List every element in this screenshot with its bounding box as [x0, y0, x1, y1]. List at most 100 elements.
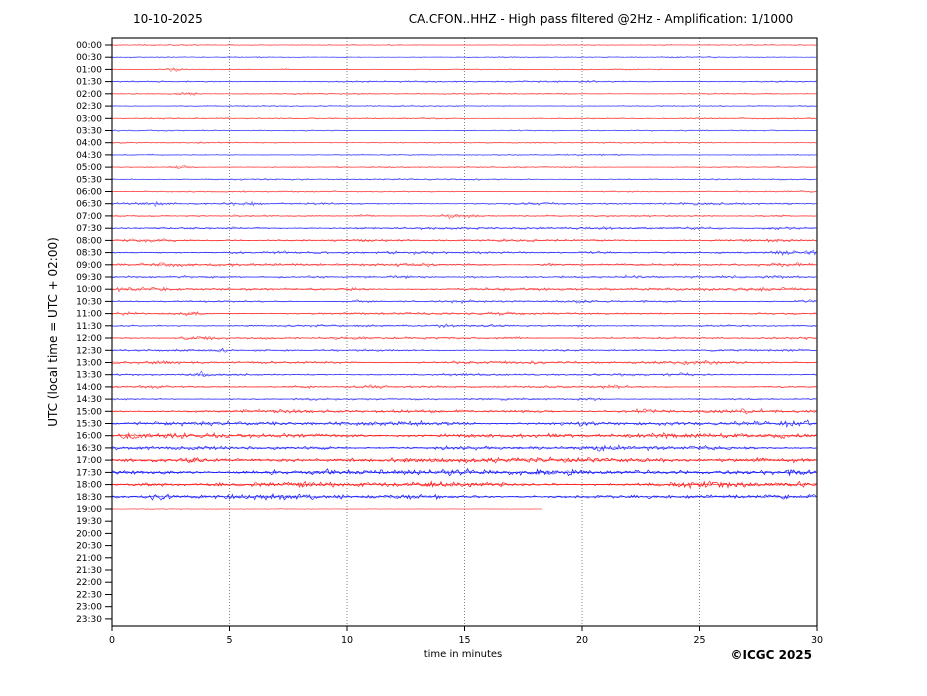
plot-frame: [111, 37, 818, 627]
trace: [111, 347, 817, 353]
trace: [111, 80, 817, 83]
y-tick-label: 00:30: [76, 53, 102, 63]
trace: [111, 238, 817, 243]
trace: [111, 348, 817, 352]
y-tick-label: 05:00: [76, 163, 102, 173]
trace: [111, 141, 817, 144]
y-tick-label: 11:00: [76, 310, 102, 320]
trace: [112, 482, 817, 488]
trace: [111, 494, 817, 500]
y-tick-label: 19:00: [76, 505, 102, 515]
x-tick-label: 5: [226, 635, 232, 646]
y-tick-label: 06:00: [76, 188, 102, 198]
y-tick-label: 06:30: [76, 200, 102, 210]
y-tick-label: 16:00: [76, 432, 102, 442]
x-tick-label: 25: [693, 635, 705, 646]
trace: [111, 480, 817, 490]
trace: [111, 445, 817, 450]
trace: [112, 299, 817, 303]
y-tick-label: 11:30: [76, 322, 102, 332]
trace: [111, 250, 817, 255]
trace: [111, 91, 817, 96]
trace: [111, 190, 817, 194]
trace: [111, 508, 542, 510]
trace: [111, 165, 817, 169]
trace: [111, 397, 817, 401]
trace: [111, 457, 817, 463]
trace: [111, 421, 817, 426]
y-tick-label: 09:30: [76, 273, 102, 283]
trace: [111, 226, 817, 231]
y-tick-label: 18:00: [76, 481, 102, 491]
y-tick-label: 09:00: [76, 261, 102, 271]
trace: [111, 165, 817, 170]
y-tick-label: 04:30: [76, 151, 102, 161]
trace: [111, 129, 817, 132]
trace: [111, 372, 817, 377]
y-tick-label: 02:00: [76, 90, 102, 100]
y-tick-label: 05:30: [76, 175, 102, 185]
trace: [111, 359, 817, 366]
trace: [111, 508, 542, 511]
trace: [111, 178, 817, 181]
trace: [111, 323, 817, 329]
y-tick-label: 23:30: [76, 615, 102, 625]
y-tick-label: 21:30: [76, 566, 102, 576]
trace: [111, 249, 817, 256]
trace: [111, 44, 817, 46]
trace: [112, 263, 817, 267]
trace: [111, 154, 817, 156]
trace: [111, 360, 817, 365]
trace: [111, 92, 817, 96]
trace: [111, 190, 817, 193]
trace: [111, 117, 817, 120]
trace: [112, 104, 817, 108]
x-axis-label: time in minutes: [423, 649, 503, 660]
trace: [111, 324, 817, 327]
y-tick-label: 16:30: [76, 444, 102, 454]
trace: [111, 200, 817, 208]
y-tick-label: 12:00: [76, 334, 102, 344]
trace: [111, 177, 817, 181]
y-tick-label: 00:00: [76, 41, 102, 51]
trace: [112, 79, 817, 84]
trace: [111, 116, 817, 120]
trace: [111, 55, 817, 59]
trace: [111, 141, 817, 145]
y-tick-label: 18:30: [76, 493, 102, 503]
trace: [112, 202, 817, 206]
trace: [111, 433, 817, 439]
y-tick-label: 15:00: [76, 407, 102, 417]
y-tick-label: 07:00: [76, 212, 102, 222]
trace: [111, 384, 817, 390]
y-tick-label: 07:30: [76, 224, 102, 234]
y-tick-label: 02:30: [76, 102, 102, 112]
trace: [111, 129, 817, 132]
trace: [111, 56, 817, 58]
y-tick-label: 13:00: [76, 359, 102, 369]
x-tick-label: 10: [341, 635, 353, 646]
y-tick-label: 10:30: [76, 297, 102, 307]
trace: [111, 299, 817, 305]
y-tick-label: 15:30: [76, 420, 102, 430]
y-tick-label: 08:30: [76, 249, 102, 259]
y-tick-label: 14:00: [76, 383, 102, 393]
trace: [112, 213, 817, 218]
y-tick-label: 08:00: [76, 236, 102, 246]
y-tick-label: 03:30: [76, 127, 102, 137]
y-tick-label: 12:30: [76, 346, 102, 356]
y-tick-label: 21:00: [76, 554, 102, 564]
trace: [111, 470, 817, 475]
trace: [111, 213, 817, 220]
trace: [111, 385, 817, 389]
y-tick-label: 17:30: [76, 468, 102, 478]
x-tick-label: 30: [811, 635, 823, 646]
trace: [112, 397, 817, 402]
trace: [111, 226, 817, 230]
x-tick-label: 20: [576, 635, 588, 646]
date-title: 10-10-2025: [133, 12, 203, 26]
trace: [111, 409, 817, 414]
y-tick-label: 14:30: [76, 395, 102, 405]
